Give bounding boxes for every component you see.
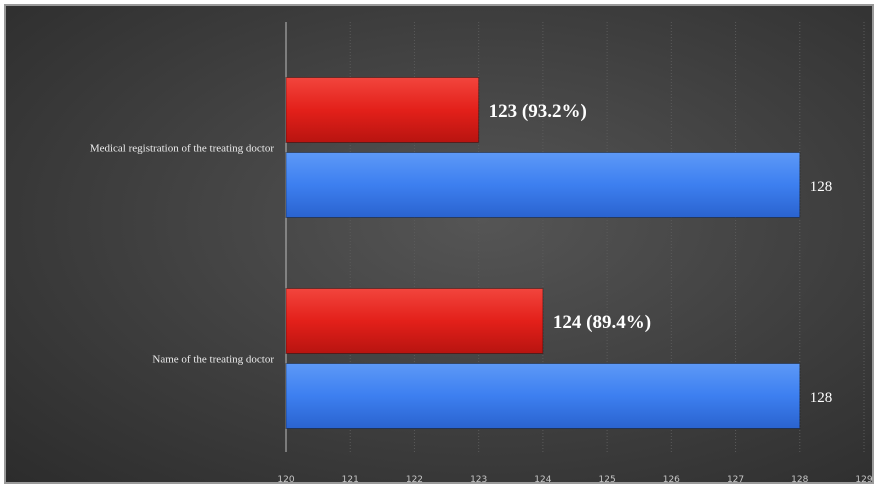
data-label: 123 (93.2%) [489, 101, 587, 122]
x-tick-label: 124 [534, 475, 551, 485]
x-tick-label: 123 [470, 475, 487, 485]
bar-blue [285, 363, 801, 429]
data-label: 128 [810, 179, 833, 195]
bars [285, 77, 801, 429]
x-tick-label: 128 [791, 475, 808, 485]
x-tick-label: 120 [277, 475, 294, 485]
bar-red [285, 288, 544, 354]
x-tick-label: 126 [663, 475, 680, 485]
data-label: 128 [810, 390, 833, 406]
x-tick-label: 129 [855, 475, 872, 485]
x-tick-label: 125 [599, 475, 616, 485]
bar-red [285, 77, 480, 143]
data-label: 124 (89.4%) [553, 312, 651, 333]
x-tick-label: 122 [406, 475, 423, 485]
category-label: Medical registration of the treating doc… [90, 143, 275, 155]
x-tick-label: 127 [727, 475, 744, 485]
bar-blue [285, 152, 801, 218]
category-label: Name of the treating doctor [152, 354, 274, 366]
x-tick-label: 121 [342, 475, 359, 485]
labels: 123 (93.2%) 128 Medical registration of th… [90, 101, 832, 406]
